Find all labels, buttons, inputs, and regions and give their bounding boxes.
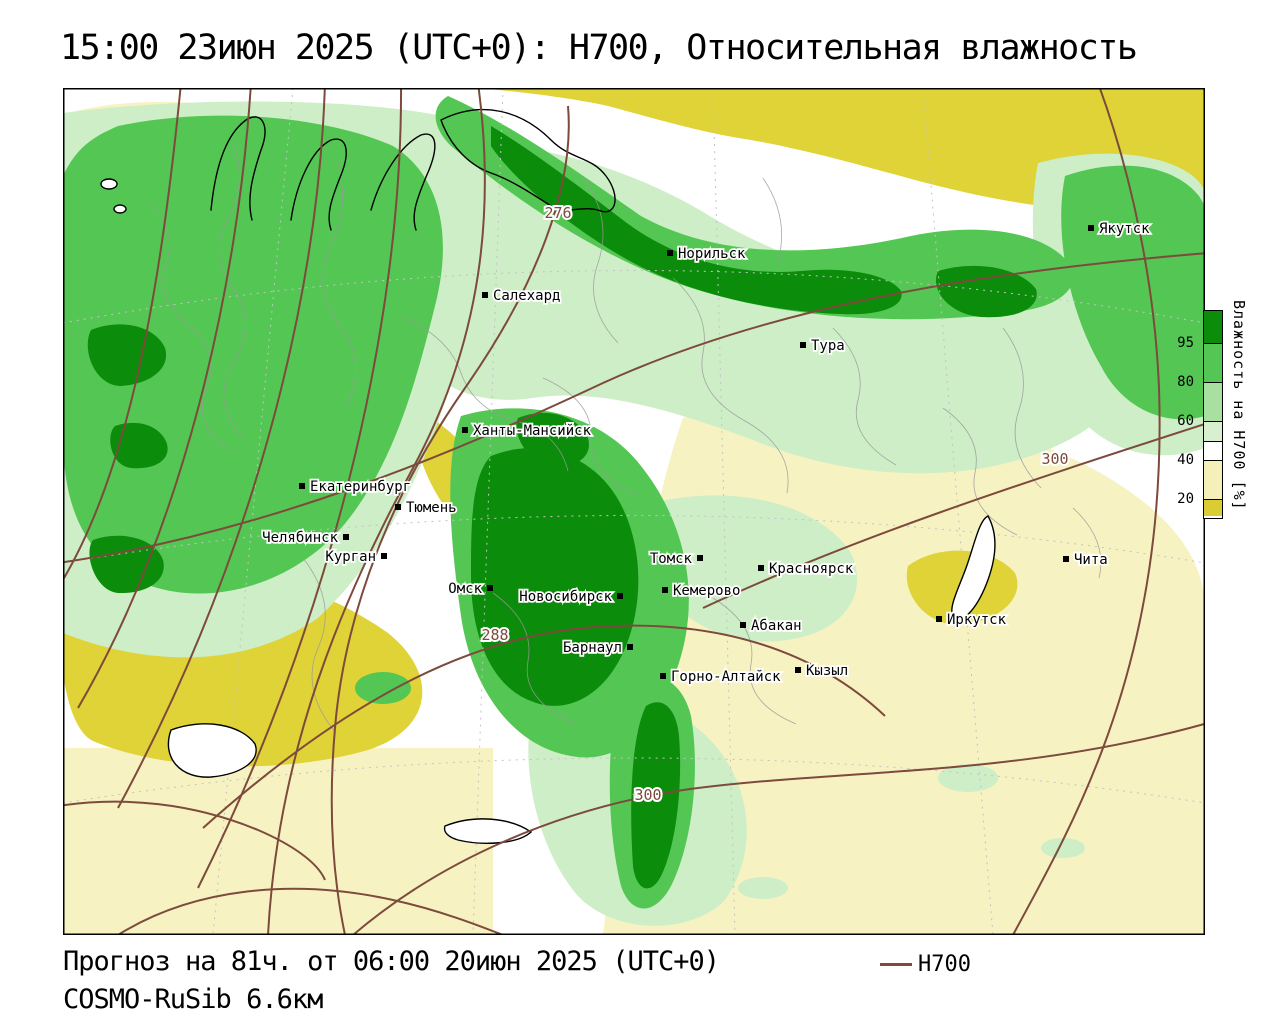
- city-marker: [381, 553, 387, 559]
- city-marker: [487, 585, 493, 591]
- contour-labels-layer: 276 288 300 300: [479, 202, 1070, 806]
- city-marker: [758, 565, 764, 571]
- humidity-shading-layer: [63, 88, 1205, 935]
- city-marker: [343, 534, 349, 540]
- contour-label: 276: [544, 204, 571, 222]
- legend-label: H700: [918, 952, 971, 977]
- colorbar-segment: [1204, 344, 1222, 383]
- lake-baikal: [951, 515, 996, 621]
- city-label: Кызыл: [806, 663, 848, 679]
- coastline-layer: [100, 108, 996, 844]
- city-label: Омск: [448, 581, 482, 597]
- city-marker: [795, 667, 801, 673]
- city-label: Барнаул: [563, 640, 622, 656]
- city-marker: [667, 250, 673, 256]
- legend: H700: [880, 952, 971, 977]
- city-marker: [627, 644, 633, 650]
- colorbar: [1203, 310, 1223, 519]
- city-label: Тура: [811, 338, 845, 354]
- city-marker: [1088, 225, 1094, 231]
- map-svg: 276 288 300 300 Якутск Норильск Салехард Тура Х…: [63, 88, 1205, 935]
- city-marker: [660, 673, 666, 679]
- h700-line-sample-icon: [880, 963, 912, 966]
- contour-label: 288: [481, 626, 508, 644]
- city-marker: [299, 483, 305, 489]
- city-marker: [395, 504, 401, 510]
- city-marker: [462, 427, 468, 433]
- city-label: Красноярск: [769, 561, 854, 577]
- admin-boundaries-layer: [147, 142, 1102, 734]
- city-marker: [482, 292, 488, 298]
- city-marker: [617, 593, 623, 599]
- city-label: Иркутск: [947, 612, 1007, 628]
- city-label: Кемерово: [673, 583, 740, 599]
- city-label: Курган: [325, 549, 376, 565]
- colorbar-title: Влажность на H700 [%]: [1230, 300, 1248, 511]
- colorbar-tick-label: 95: [1177, 335, 1194, 351]
- city-label: Новосибирск: [519, 589, 612, 605]
- contour-label: 300: [1041, 450, 1068, 468]
- colorbar-tick-label: 20: [1177, 491, 1194, 507]
- city-marker: [662, 587, 668, 593]
- model-info-line: COSMO-RuSib 6.6км: [63, 984, 323, 1015]
- city-label: Челябинск: [262, 530, 338, 546]
- colorbar-segment: [1204, 442, 1222, 461]
- colorbar-segment: [1204, 461, 1222, 500]
- colorbar-tick-label: 80: [1177, 374, 1194, 390]
- graticule-layer: [63, 88, 1205, 935]
- cities-layer: Якутск Норильск Салехард Тура Ханты-Мансийск…: [260, 219, 1152, 687]
- forecast-info-line: Прогноз на 81ч. от 06:00 20июн 2025 (UTC…: [63, 946, 720, 977]
- city-marker: [740, 622, 746, 628]
- city-label: Якутск: [1099, 221, 1150, 237]
- city-label: Абакан: [751, 618, 802, 634]
- colorbar-segment: [1204, 311, 1222, 344]
- city-marker: [1063, 556, 1069, 562]
- city-marker: [800, 342, 806, 348]
- city-label: Чита: [1074, 552, 1108, 568]
- city-label: Норильск: [678, 246, 746, 262]
- city-marker: [936, 616, 942, 622]
- city-label: Екатеринбург: [310, 479, 411, 495]
- colorbar-segment: [1204, 500, 1222, 516]
- city-label: Тюмень: [406, 500, 457, 516]
- colorbar-segment: [1204, 383, 1222, 422]
- contour-lines-layer: [63, 88, 1205, 935]
- contour-label: 300: [634, 786, 661, 804]
- city-label: Ханты-Мансийск: [473, 423, 592, 439]
- city-label: Томск: [650, 551, 693, 567]
- colorbar-tick-label: 60: [1177, 413, 1194, 429]
- colorbar-segments: [1204, 311, 1222, 516]
- colorbar-segment: [1204, 422, 1222, 442]
- page-title: 15:00 23июн 2025 (UTC+0): H700, Относите…: [60, 28, 1138, 68]
- colorbar-tick-label: 40: [1177, 452, 1194, 468]
- city-label: Салехард: [493, 288, 560, 304]
- city-label: Горно-Алтайск: [671, 669, 781, 685]
- city-marker: [697, 555, 703, 561]
- colorbar-ticks: 95 80 60 40 20: [1156, 310, 1198, 517]
- map-canvas: 276 288 300 300 Якутск Норильск Салехард Тура Х…: [63, 88, 1205, 935]
